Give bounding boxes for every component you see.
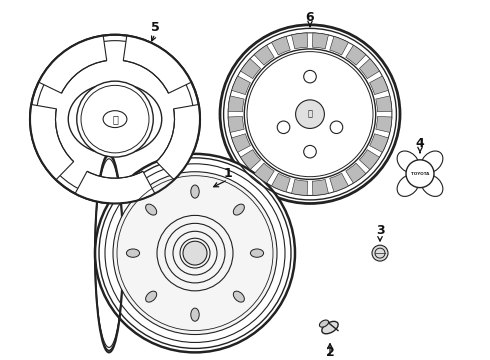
Ellipse shape: [233, 204, 245, 215]
Circle shape: [245, 49, 376, 179]
Text: Ⓣ: Ⓣ: [308, 110, 313, 119]
Wedge shape: [312, 179, 328, 195]
Wedge shape: [232, 76, 250, 95]
Wedge shape: [376, 96, 392, 112]
Text: 4: 4: [416, 138, 424, 150]
Wedge shape: [346, 163, 366, 183]
Circle shape: [406, 160, 434, 188]
Wedge shape: [359, 150, 379, 170]
Ellipse shape: [191, 185, 199, 198]
Text: 6: 6: [306, 12, 314, 24]
Wedge shape: [292, 179, 308, 195]
Text: 1: 1: [223, 167, 232, 180]
Circle shape: [304, 70, 317, 83]
Wedge shape: [359, 59, 379, 78]
Wedge shape: [30, 104, 74, 180]
Wedge shape: [228, 96, 244, 112]
Ellipse shape: [103, 111, 127, 127]
Circle shape: [330, 121, 343, 134]
Ellipse shape: [146, 291, 157, 302]
Wedge shape: [271, 36, 290, 55]
Ellipse shape: [319, 320, 329, 327]
Wedge shape: [376, 117, 392, 132]
Wedge shape: [156, 104, 200, 180]
Wedge shape: [254, 163, 274, 183]
Wedge shape: [271, 173, 290, 192]
Ellipse shape: [191, 308, 199, 321]
Text: 3: 3: [376, 224, 384, 237]
Wedge shape: [123, 36, 192, 93]
Wedge shape: [346, 45, 366, 65]
Circle shape: [304, 145, 317, 158]
Wedge shape: [292, 33, 308, 49]
Ellipse shape: [322, 321, 338, 334]
Ellipse shape: [397, 175, 419, 197]
Wedge shape: [369, 134, 388, 152]
Wedge shape: [39, 36, 107, 93]
Circle shape: [183, 241, 207, 265]
Wedge shape: [228, 117, 244, 132]
Text: Ⓣ: Ⓣ: [112, 114, 118, 124]
Text: 2: 2: [326, 346, 334, 359]
Wedge shape: [312, 33, 328, 49]
Circle shape: [113, 172, 277, 334]
Ellipse shape: [397, 151, 419, 173]
Ellipse shape: [421, 151, 443, 173]
Ellipse shape: [250, 249, 264, 257]
Wedge shape: [232, 134, 250, 152]
Ellipse shape: [126, 249, 140, 257]
Text: TOYOTA: TOYOTA: [411, 172, 429, 176]
Wedge shape: [75, 171, 155, 203]
Wedge shape: [330, 36, 348, 55]
Circle shape: [30, 35, 200, 203]
Circle shape: [372, 245, 388, 261]
Circle shape: [277, 121, 290, 134]
Circle shape: [77, 81, 153, 157]
Wedge shape: [241, 150, 261, 170]
Ellipse shape: [233, 291, 245, 302]
Circle shape: [295, 100, 324, 129]
Wedge shape: [254, 45, 274, 65]
Wedge shape: [369, 76, 388, 95]
Ellipse shape: [68, 83, 162, 155]
Circle shape: [220, 25, 400, 203]
Ellipse shape: [421, 175, 443, 197]
Wedge shape: [241, 59, 261, 78]
Circle shape: [95, 154, 295, 352]
Text: 5: 5: [150, 21, 159, 34]
Wedge shape: [330, 173, 348, 192]
Ellipse shape: [146, 204, 157, 215]
